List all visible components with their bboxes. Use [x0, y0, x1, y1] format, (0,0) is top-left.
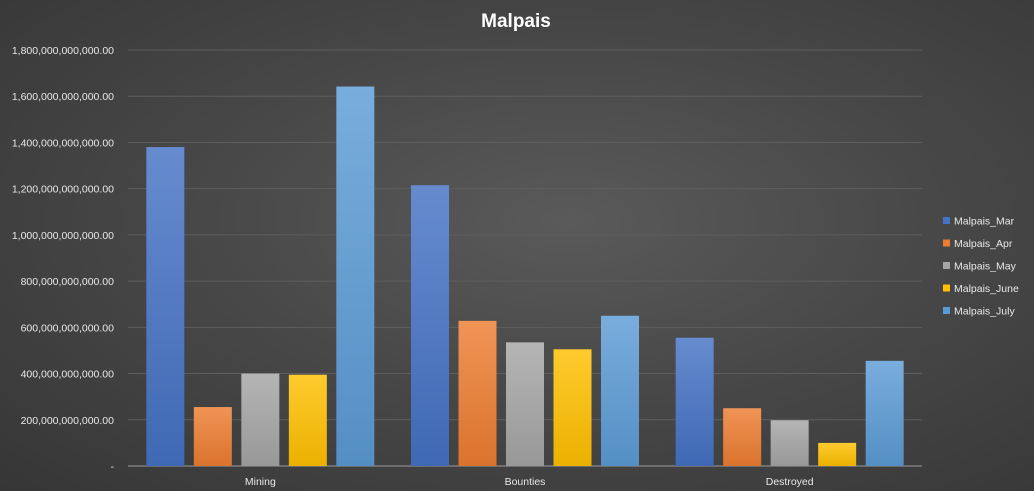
- bar-Malpais_June-Mining: [288, 374, 327, 466]
- y-tick-label: -: [111, 461, 115, 473]
- bar-Malpais_Mar-Mining: [146, 147, 185, 467]
- bar-Malpais_May-Bounties: [506, 342, 544, 466]
- legend-swatch: [943, 217, 950, 224]
- bar-Malpais_July-Bounties: [601, 315, 639, 466]
- y-tick-label: 200,000,000,000.00: [21, 415, 115, 427]
- y-axis-ticks: - 200,000,000,000.00 400,000,000,000.00 600…: [12, 45, 115, 473]
- x-category-label: Mining: [245, 476, 276, 488]
- y-tick-label: 1,400,000,000,000.00: [12, 137, 114, 149]
- x-category-label: Bounties: [505, 476, 546, 488]
- legend-label: Malpais_June: [954, 283, 1019, 295]
- legend-swatch: [943, 239, 950, 247]
- bar-Malpais_Mar-Bounties: [411, 185, 449, 466]
- bar-Malpais_May-Mining: [241, 373, 280, 466]
- bar-Malpais_Mar-Destroyed: [675, 337, 714, 466]
- legend-swatch: [943, 262, 950, 269]
- x-category-label: Destroyed: [766, 476, 814, 488]
- legend-label: Malpais_Apr: [954, 238, 1013, 250]
- y-tick-label: 1,000,000,000,000.00: [12, 230, 114, 242]
- legend-swatch: [943, 284, 950, 292]
- legend: Malpais_Mar Malpais_Apr Malpais_May Malpais…: [943, 216, 1019, 318]
- bar-Malpais_Apr-Bounties: [458, 320, 497, 466]
- bar-Malpais_July-Mining: [336, 86, 375, 466]
- bar-Malpais_June-Bounties: [553, 349, 592, 466]
- x-axis-categories: Mining Bounties Destroyed: [245, 476, 814, 488]
- bar-Malpais_Apr-Destroyed: [723, 408, 762, 466]
- bars: [146, 86, 904, 467]
- y-tick-label: 800,000,000,000.00: [21, 276, 115, 288]
- y-tick-label: 600,000,000,000.00: [21, 322, 115, 334]
- bar-Malpais_May-Destroyed: [770, 420, 809, 466]
- y-tick-label: 400,000,000,000.00: [21, 369, 115, 381]
- bar-Malpais_July-Destroyed: [865, 360, 904, 466]
- legend-swatch: [943, 307, 950, 314]
- legend-label: Malpais_July: [954, 306, 1015, 318]
- bar-Malpais_June-Destroyed: [818, 442, 857, 466]
- y-tick-label: 1,200,000,000,000.00: [12, 184, 114, 196]
- legend-label: Malpais_May: [954, 261, 1017, 273]
- legend-label: Malpais_Mar: [954, 216, 1015, 228]
- bar-Malpais_Apr-Mining: [193, 407, 232, 466]
- y-tick-label: 1,600,000,000,000.00: [12, 91, 114, 103]
- y-tick-label: 1,800,000,000,000.00: [12, 45, 114, 57]
- chart-title: Malpais: [481, 11, 551, 32]
